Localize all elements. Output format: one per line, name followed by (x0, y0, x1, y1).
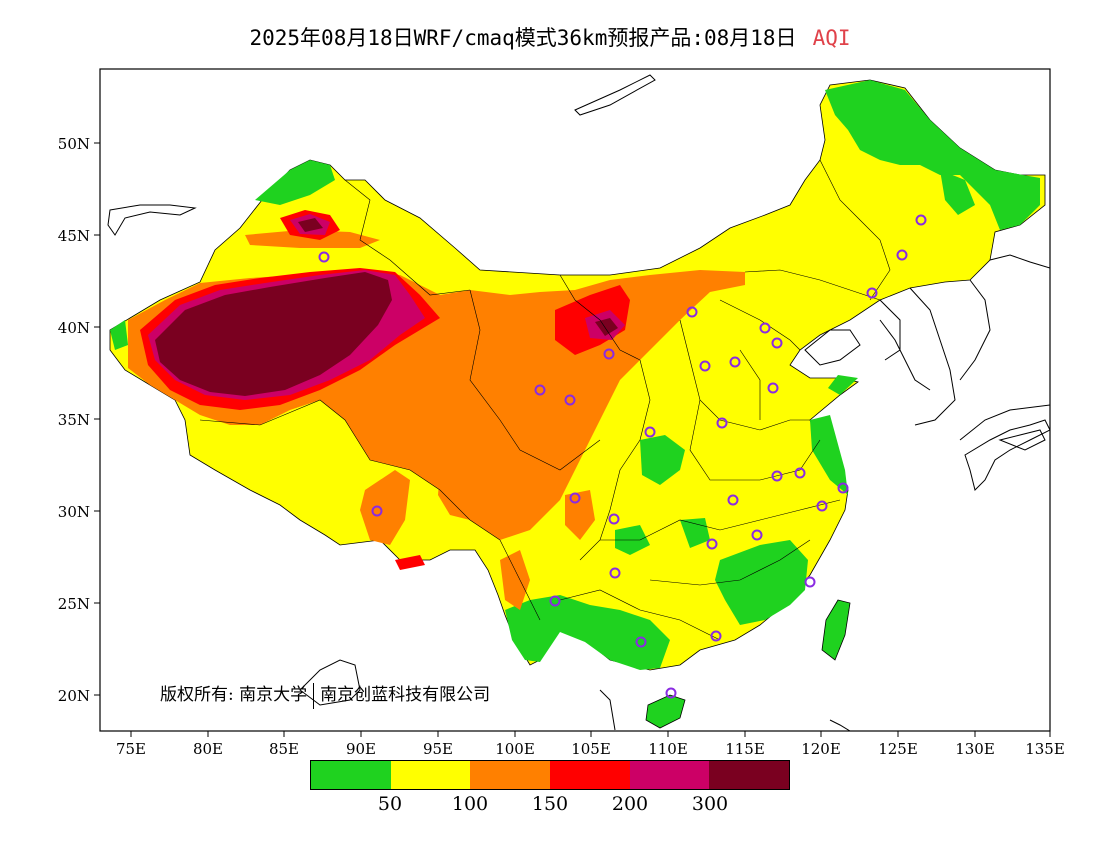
lon-label: 105E (571, 740, 611, 758)
lon-label: 130E (955, 740, 995, 758)
plot-frame (99, 68, 1051, 732)
city-marker (727, 494, 739, 506)
copyright-separator (313, 682, 315, 709)
lon-label: 75E (116, 740, 146, 758)
lon-label: 125E (878, 740, 918, 758)
city-marker (896, 249, 908, 261)
taiwan-region (821, 599, 851, 661)
city-marker (767, 382, 779, 394)
maroon-inner-mongolia (595, 318, 618, 336)
green-xinjiang (255, 160, 335, 205)
lon-label: 135E (1025, 740, 1065, 758)
city-marker (729, 356, 741, 368)
hainan-region (645, 694, 686, 729)
latitude-axis: 50N 45N 40N 35N 30N 25N 20N (58, 135, 100, 705)
orange-sw (500, 550, 530, 610)
lon-label: 115E (725, 740, 765, 758)
city-marker (710, 630, 722, 642)
city-marker (751, 529, 763, 541)
green-east (810, 415, 848, 495)
lon-label: 95E (423, 740, 453, 758)
legend-label: 150 (531, 793, 569, 815)
city-marker (686, 306, 698, 318)
orange-north (245, 230, 380, 248)
city-marker (644, 426, 656, 438)
legend-label: 300 (691, 793, 729, 815)
lat-label: 30N (58, 503, 90, 521)
city-marker (608, 513, 620, 525)
city-marker (603, 348, 615, 360)
city-marker (534, 384, 546, 396)
color-legend (310, 760, 790, 790)
red-tibet (395, 555, 425, 570)
maroon-taklamakan (155, 272, 392, 396)
city-marker (699, 360, 711, 372)
city-marker (635, 636, 647, 648)
lat-label: 50N (58, 135, 90, 153)
lon-label: 110E (648, 740, 688, 758)
green-east2 (828, 375, 858, 395)
city-marker (816, 500, 828, 512)
city-marker (318, 251, 330, 263)
city-marker (706, 538, 718, 550)
city-marker (771, 337, 783, 349)
city-marker (759, 322, 771, 334)
legend-swatch-unhealthy (550, 761, 630, 789)
map-title: 2025年08月18日WRF/cmaq模式36km预报产品:08月18日 AQI (0, 22, 1100, 52)
city-marker (804, 576, 816, 588)
legend-swatch-moderate (390, 761, 471, 789)
orange-tibet2 (438, 465, 485, 520)
green-northeast (825, 80, 1040, 230)
lon-label: 120E (801, 740, 841, 758)
lon-label: 90E (346, 740, 376, 758)
city-marker (771, 470, 783, 482)
lon-label: 100E (495, 740, 535, 758)
city-marker (716, 417, 728, 429)
copyright-owner-label: 版权所有: (160, 685, 234, 705)
city-marker (564, 394, 576, 406)
longitude-axis: 75E 80E 85E 90E 95E 100E 105E 110E 115E … (116, 731, 1065, 758)
city-marker (665, 687, 677, 699)
legend-swatch-hazardous (709, 761, 790, 789)
title-variable: AQI (812, 26, 851, 50)
city-marker (837, 482, 849, 494)
city-marker (866, 287, 878, 299)
map-plot-area (107, 74, 1050, 731)
lat-label: 45N (58, 227, 90, 245)
lon-label: 80E (193, 740, 223, 758)
legend-label: 200 (611, 793, 649, 815)
city-marker (371, 505, 383, 517)
city-marker (609, 567, 621, 579)
legend-labels: 50 100 150 200 300 (0, 793, 1100, 817)
green-ne-patch (940, 170, 975, 215)
city-marker (794, 467, 806, 479)
legend-swatch-sensitive (470, 761, 551, 789)
province-boundaries (199, 159, 891, 641)
maroon-xinjiang-north (298, 218, 323, 232)
title-main: 2025年08月18日WRF/cmaq模式36km预报产品:08月18日 (249, 26, 797, 50)
green-southwest (505, 595, 670, 670)
city-marker (569, 492, 581, 504)
lat-label: 40N (58, 319, 90, 337)
orange-tibet1 (360, 470, 410, 545)
city-marker (549, 595, 561, 607)
lat-label: 25N (58, 595, 90, 613)
city-markers (318, 214, 927, 699)
green-south (715, 540, 808, 625)
green-central (640, 435, 685, 485)
lat-label: 20N (58, 687, 90, 705)
copyright-org2: 南京创蓝科技有限公司 (320, 685, 491, 705)
legend-swatch-very-unhealthy (629, 761, 710, 789)
lon-label: 85E (269, 740, 299, 758)
lat-label: 35N (58, 411, 90, 429)
green-west (110, 320, 128, 350)
legend-swatch-good (311, 761, 391, 789)
neighbor-boundaries (107, 74, 1050, 731)
city-marker (915, 214, 927, 226)
legend-label: 100 (451, 793, 489, 815)
copyright-note: 版权所有: 南京大学 南京创蓝科技有限公司 (160, 680, 490, 709)
copyright-org1: 南京大学 (239, 685, 308, 705)
legend-label: 50 (377, 793, 403, 815)
